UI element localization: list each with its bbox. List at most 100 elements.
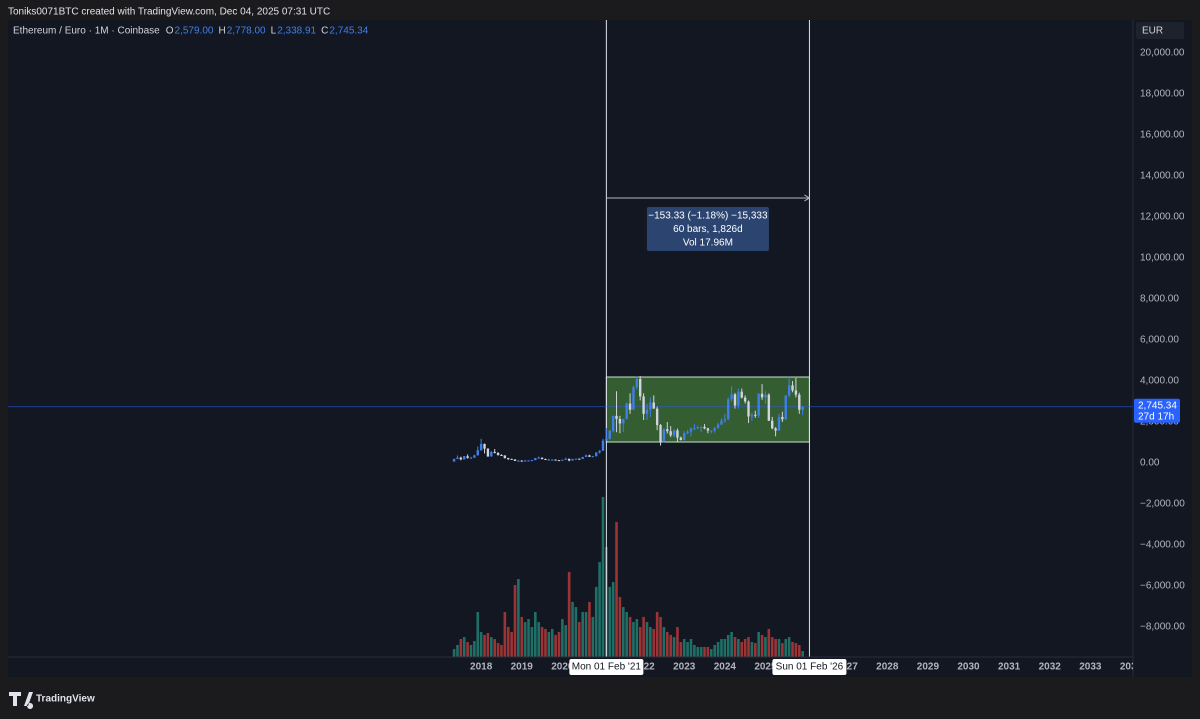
last-price-tag [1134, 398, 1180, 423]
volume-bar [784, 639, 788, 657]
candle-body [551, 459, 554, 461]
volume-bar [571, 601, 574, 657]
volume-bar [645, 622, 649, 657]
candle-body [527, 460, 530, 462]
volume-bar [530, 627, 534, 657]
volume-bar [737, 639, 740, 657]
candle-body [679, 437, 683, 441]
plot-area: −153.33 (−1.18%) −15,333 60 bars, 1,826d V… [8, 20, 1133, 657]
candle-body [757, 393, 760, 416]
volume-bar [615, 522, 618, 657]
candle-body [655, 408, 659, 426]
y-tick-label: 16,000.00 [1140, 130, 1185, 141]
legend-key: H [218, 26, 225, 37]
candle-body [760, 393, 764, 398]
y-tick-label: 18,000.00 [1140, 89, 1185, 100]
date-label-box [569, 659, 644, 675]
candle-body [716, 424, 720, 428]
candle-body [639, 378, 642, 397]
date-label-box [772, 659, 847, 675]
candle-body [699, 426, 703, 428]
candle-body [466, 456, 469, 458]
candle-body [662, 429, 666, 442]
candle-body [706, 428, 710, 431]
candle-body [567, 458, 571, 461]
x-tick-label: 2019 [511, 662, 534, 673]
candle-body [493, 451, 496, 453]
date-label: Sun 01 Feb '26 [776, 662, 844, 673]
volume-bar [706, 646, 710, 657]
candle-body [500, 455, 503, 457]
volume-bar [476, 612, 480, 657]
x-tick-label: 2028 [876, 662, 899, 673]
volume-bar [554, 634, 557, 657]
volume-bar [523, 622, 527, 657]
candle-body [733, 394, 737, 406]
measure-text: 60 bars, 1,826d [673, 224, 743, 235]
legend-value: 2,778.00 [227, 26, 266, 37]
candle-body [649, 402, 652, 410]
candle-body [520, 460, 523, 462]
volume-bar [740, 642, 744, 657]
volume-bar [452, 649, 456, 657]
volume-bar [770, 637, 774, 657]
candle-body [513, 459, 517, 461]
candle-body [703, 426, 706, 429]
y-tick-label: 0.00 [1140, 458, 1160, 469]
candle-body [791, 385, 794, 391]
candle-body [605, 438, 608, 441]
candle-body [750, 414, 754, 417]
volume-bar [669, 634, 672, 657]
candle-body [591, 456, 595, 458]
candle-body [747, 401, 750, 417]
volume-bar [473, 640, 476, 657]
candle-body [510, 458, 513, 460]
volume-bar [713, 645, 716, 657]
volume-bar [655, 612, 659, 657]
volume-bar [581, 612, 584, 657]
volume-bar [588, 601, 591, 657]
volume-bar [459, 639, 463, 657]
y-tick-label: 12,000.00 [1140, 212, 1185, 223]
volume-bar [466, 642, 469, 657]
volume-bar [760, 634, 764, 657]
candle-body [622, 418, 625, 424]
candle-body [710, 430, 713, 432]
volume-bar [716, 642, 720, 657]
volume-bar [662, 627, 666, 657]
volume-bar [682, 639, 686, 657]
volume-bar [493, 639, 496, 657]
y-tick-label: 8,000.00 [1140, 294, 1179, 305]
candle-body [554, 459, 557, 461]
volume-bar [503, 612, 507, 657]
y-tick-label: 14,000.00 [1140, 171, 1185, 182]
candle-body [693, 428, 696, 430]
axes: −8,000.00 −6,000.00 −4,000.00 −2,000.00 0.00… [470, 48, 1185, 675]
candle-body [666, 429, 669, 432]
candle-body [798, 394, 801, 410]
x-tick-label: 2024 [714, 662, 737, 673]
currency-box [1136, 22, 1184, 39]
volume-bar [689, 639, 693, 657]
volume-bar [767, 628, 771, 657]
volume-bar [479, 631, 483, 657]
volume-bar [764, 637, 767, 657]
volume-bar [723, 639, 727, 657]
volume-bar [483, 634, 486, 657]
candle-body [595, 452, 598, 457]
volume-bar [577, 622, 581, 657]
volume-bar [635, 619, 639, 657]
candle-body [683, 433, 686, 441]
candle-body [713, 427, 716, 431]
volume-bar [527, 619, 530, 657]
measure-text: −153.33 (−1.18%) −15,333 [648, 211, 768, 222]
candle-body [459, 457, 463, 460]
x-tick-label: 2020 [551, 662, 574, 673]
candle-body [452, 458, 456, 462]
candle-body [523, 460, 527, 462]
volume-bar [564, 625, 568, 657]
brand: TradingView [36, 694, 95, 705]
candle-body [547, 459, 551, 461]
x-tick-label: 2029 [917, 662, 940, 673]
volume-bar [500, 645, 503, 657]
